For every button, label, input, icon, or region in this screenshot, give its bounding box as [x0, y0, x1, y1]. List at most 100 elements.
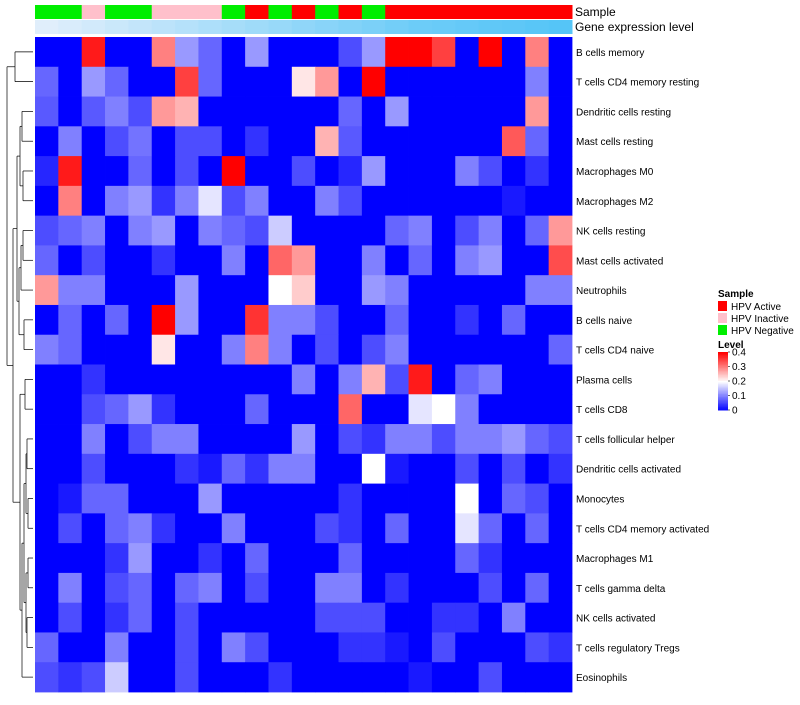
heatmap-cell	[431, 632, 456, 663]
expression-annotation-cell	[175, 20, 199, 34]
heatmap-cell	[128, 156, 153, 187]
sample-annotation-cell	[105, 5, 129, 19]
heatmap-cell	[315, 602, 339, 633]
expression-annotation-cell	[221, 20, 246, 34]
level-legend-gradient-segment	[718, 394, 728, 396]
heatmap-cell	[175, 66, 199, 97]
heatmap-cell	[525, 275, 550, 306]
heatmap-cell	[548, 304, 573, 336]
level-legend-gradient-segment	[718, 408, 728, 411]
heatmap-cell	[385, 126, 409, 157]
heatmap-cell	[81, 96, 106, 127]
heatmap-cell	[198, 66, 223, 97]
heatmap-cell	[35, 424, 59, 455]
heatmap-cell	[151, 156, 176, 187]
heatmap-cell	[128, 215, 153, 246]
heatmap-cell	[548, 453, 573, 484]
heatmap-cell	[315, 453, 339, 484]
heatmap-cell	[175, 394, 199, 425]
heatmap-cell	[291, 394, 316, 425]
row-labels: B cells memory T cells CD4 memory resting…	[576, 48, 709, 684]
heatmap-cell	[221, 394, 246, 425]
heatmap-cell	[221, 453, 246, 484]
heatmap-cell	[268, 543, 293, 574]
heatmap-cell	[105, 662, 129, 693]
heatmap-cell	[35, 513, 59, 544]
heatmap-cell	[408, 483, 433, 514]
heatmap-cell	[431, 483, 456, 514]
heatmap-cell	[408, 185, 433, 217]
heatmap-cell	[385, 215, 409, 246]
heatmap-cell	[291, 96, 316, 127]
heatmap-cell	[291, 245, 316, 276]
expression-annotation-cell	[431, 20, 456, 34]
heatmap-cell	[268, 483, 293, 514]
level-legend-tick-label: 0.1	[732, 391, 746, 402]
heatmap-cell	[221, 37, 246, 68]
level-legend: Level 0.4 0.3 0.2 0.1 0	[718, 340, 746, 417]
heatmap-cell	[315, 572, 339, 604]
sample-legend-label: HPV Active	[731, 302, 781, 313]
heatmap-cell	[58, 37, 83, 68]
heatmap-cell	[35, 275, 59, 306]
heatmap-cell	[81, 662, 106, 693]
level-legend-tick-label: 0.4	[732, 348, 746, 359]
heatmap-cell	[315, 483, 339, 514]
heatmap-cell	[128, 602, 153, 633]
heatmap-cell	[151, 572, 176, 604]
heatmap-cell	[291, 453, 316, 484]
heatmap-cell	[221, 572, 246, 604]
sample-annotation-cell	[198, 5, 223, 19]
heatmap-cell	[525, 126, 550, 157]
heatmap-cell	[105, 513, 129, 544]
heatmap-cell	[455, 632, 480, 663]
heatmap-cell	[35, 572, 59, 604]
heatmap-cell	[35, 602, 59, 633]
heatmap-cell	[151, 453, 176, 484]
heatmap-cell	[105, 245, 129, 276]
heatmap-cell	[548, 96, 573, 127]
row-label: B cells naive	[576, 316, 633, 327]
heatmap-cell	[221, 632, 246, 663]
heatmap-cell	[385, 334, 409, 365]
heatmap-cell	[361, 185, 386, 217]
heatmap-cell	[501, 185, 526, 217]
heatmap-cell	[501, 572, 526, 604]
heatmap-cell	[525, 245, 550, 276]
heatmap-cell	[221, 364, 246, 395]
heatmap-cell	[408, 424, 433, 455]
expression-annotation-cell	[58, 20, 83, 34]
heatmap-cell	[151, 632, 176, 663]
heatmap-cell	[58, 513, 83, 544]
heatmap-cell	[221, 126, 246, 157]
heatmap-cell	[501, 453, 526, 484]
row-label: Mast cells resting	[576, 137, 653, 148]
heatmap-cell	[431, 66, 456, 97]
level-legend-gradient-segment	[718, 370, 728, 373]
heatmap-cell	[385, 37, 409, 68]
heatmap-cell	[221, 513, 246, 544]
heatmap-cell	[385, 424, 409, 455]
heatmap-cell	[35, 156, 59, 187]
heatmap-cell	[175, 632, 199, 663]
heatmap-cell	[361, 126, 386, 157]
heatmap-cell	[128, 334, 153, 365]
heatmap-cell	[198, 364, 223, 395]
heatmap-cell	[105, 543, 129, 574]
level-legend-gradient-segment	[718, 363, 728, 366]
row-label: Macrophages M1	[576, 554, 654, 565]
expression-annotation-cell	[478, 20, 503, 34]
level-legend-gradient-segment	[718, 395, 728, 398]
heatmap-cell	[408, 453, 433, 484]
heatmap-cell	[408, 215, 433, 246]
heatmap-cell	[525, 185, 550, 217]
heatmap-cell	[291, 215, 316, 246]
heatmap-cell	[338, 215, 363, 246]
heatmap-cell	[291, 632, 316, 663]
expression-annotation-cell	[361, 20, 386, 34]
heatmap-cell	[81, 275, 106, 306]
heatmap-cell	[81, 37, 106, 68]
heatmap-cell	[315, 662, 339, 693]
heatmap-cell	[81, 632, 106, 663]
heatmap-cell	[245, 513, 269, 544]
